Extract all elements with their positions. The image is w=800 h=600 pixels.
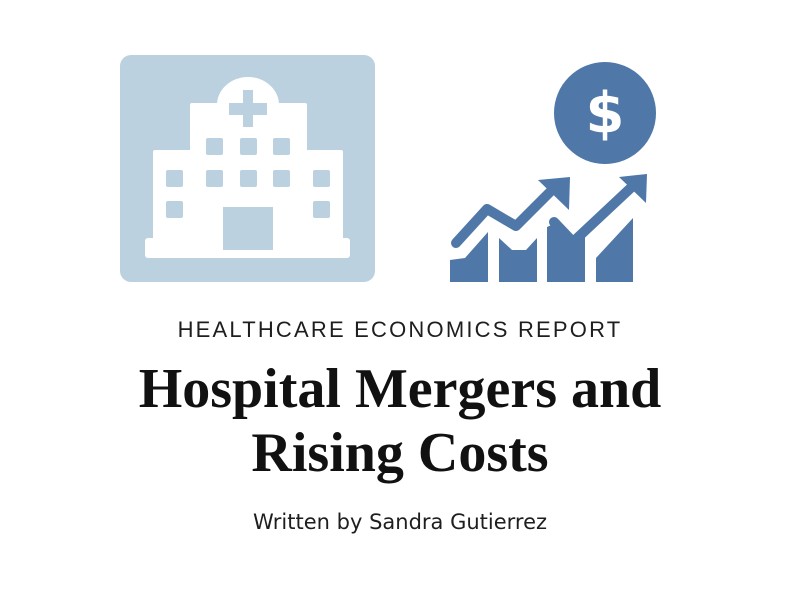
title-line-2: Rising Costs bbox=[251, 422, 549, 484]
title-line-1: Hospital Mergers and bbox=[138, 358, 662, 420]
trend-arrows-icon bbox=[451, 178, 641, 248]
author-byline: Written by Sandra Gutierrez bbox=[252, 510, 548, 534]
svg-text:$: $ bbox=[586, 81, 625, 146]
bar-chart-icon bbox=[450, 218, 633, 282]
hospital-building-icon bbox=[120, 55, 375, 282]
report-category: HEALTHCARE ECONOMICS REPORT bbox=[177, 317, 623, 342]
page-title: Hospital Mergers and Rising Costs bbox=[0, 357, 800, 485]
cover-illustration: $ bbox=[120, 55, 656, 282]
dollar-coin-icon: $ bbox=[554, 62, 656, 164]
rising-cost-chart-icon: $ bbox=[450, 62, 656, 282]
